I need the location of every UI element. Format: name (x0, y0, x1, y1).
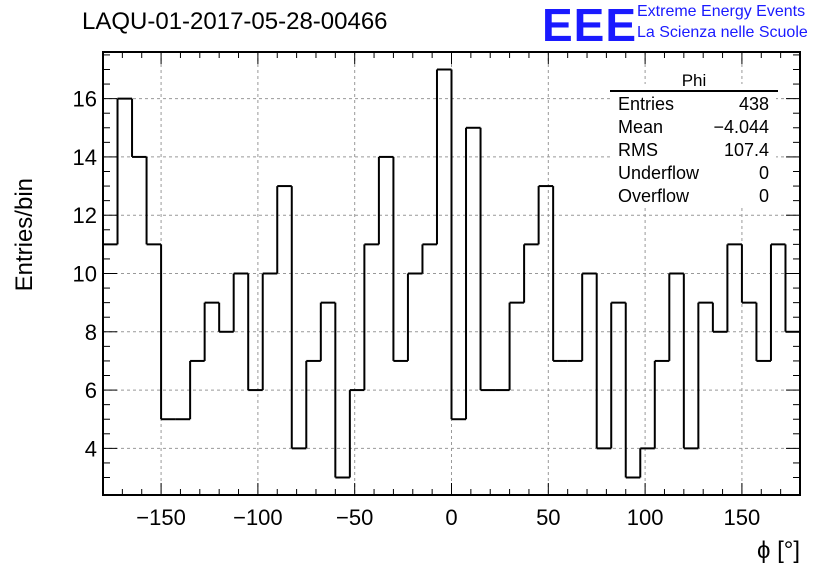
x-tick-label: −100 (233, 505, 283, 530)
x-tick-label: −150 (136, 505, 186, 530)
stats-row-value: 0 (759, 163, 769, 183)
logo-subtitle-line1: Extreme Energy Events (637, 3, 806, 20)
stats-row-label: Entries (618, 94, 674, 114)
y-tick-label: 16 (73, 87, 97, 112)
stats-row-value: 0 (759, 186, 769, 206)
y-tick-label: 10 (73, 262, 97, 287)
stats-row-label: Underflow (618, 163, 700, 183)
stats-row-label: RMS (618, 140, 658, 160)
x-axis-label: ϕ [°] (757, 537, 800, 564)
stats-row-value: 438 (739, 94, 769, 114)
chart-title: LAQU-01-2017-05-28-00466 (82, 8, 388, 35)
x-tick-label: 50 (536, 505, 560, 530)
x-tick-label: 0 (445, 505, 457, 530)
y-tick-label: 12 (73, 203, 97, 228)
y-tick-label: 8 (85, 320, 97, 345)
x-tick-label: −50 (336, 505, 373, 530)
x-tick-label: 150 (724, 505, 761, 530)
y-axis-label: Entries/bin (11, 178, 38, 291)
stats-row-label: Overflow (618, 186, 690, 206)
y-tick-label: 14 (73, 145, 97, 170)
stats-box-title: Phi (682, 71, 707, 90)
logo-subtitle-line2: La Scienza nelle Scuole (637, 24, 808, 41)
eee-logo: EEE (542, 0, 638, 51)
stats-row-value: 107.4 (724, 140, 769, 160)
y-tick-label: 4 (85, 436, 97, 461)
y-tick-label: 6 (85, 378, 97, 403)
stats-row-label: Mean (618, 117, 663, 137)
stats-row-value: −4.044 (713, 117, 769, 137)
stats-box-background (612, 84, 776, 206)
x-tick-label: 100 (627, 505, 664, 530)
